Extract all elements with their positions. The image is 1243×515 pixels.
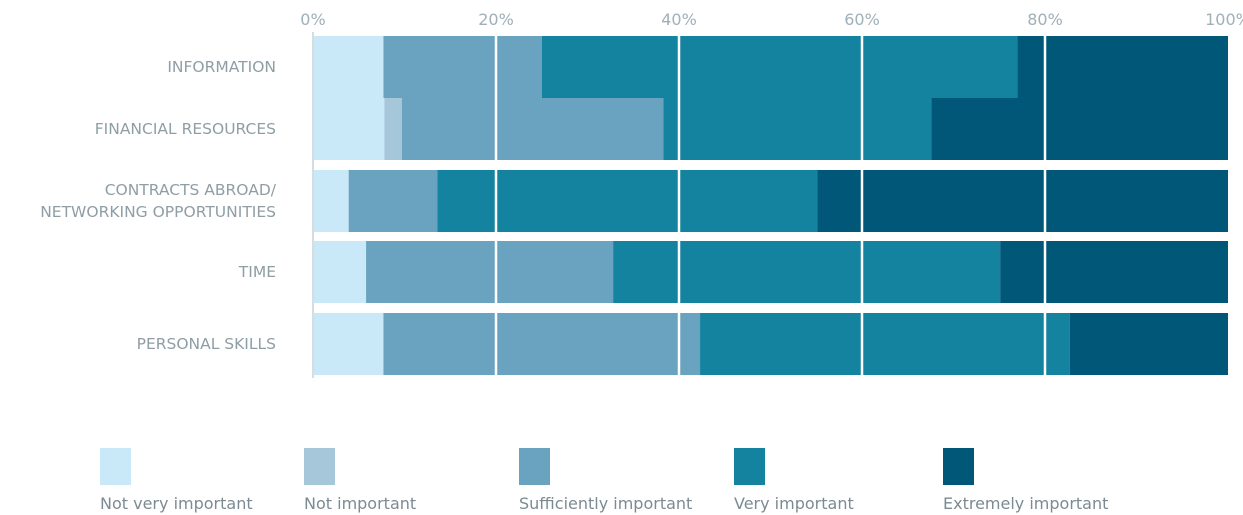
x-axis: 0% 20% 40% 60% 80% 100% — [300, 10, 1243, 378]
category-label: PERSONAL SKILLS — [137, 335, 276, 353]
legend-label: Very important — [734, 494, 854, 513]
bar-segment — [700, 313, 1070, 375]
bar-segment — [348, 170, 438, 232]
x-tick-label: 20% — [478, 10, 514, 29]
legend-label: Not important — [304, 494, 416, 513]
bars — [313, 36, 1228, 375]
category-label: INFORMATION — [167, 58, 276, 76]
bar-segment — [437, 170, 818, 232]
legend-label: Extremely important — [943, 494, 1108, 513]
bar-segment — [383, 36, 542, 98]
x-tick-label: 100% — [1205, 10, 1243, 29]
bar-segment — [1000, 241, 1228, 303]
bar-segment — [313, 313, 384, 375]
bar-segment — [663, 98, 932, 160]
bar-segment — [313, 241, 367, 303]
legend-swatch — [304, 448, 335, 485]
category-label: NETWORKING OPPORTUNITIES — [40, 203, 276, 221]
bar-segment — [817, 170, 1228, 232]
x-tick-label: 80% — [1027, 10, 1063, 29]
category-labels: INFORMATION FINANCIAL RESOURCES CONTRACTS … — [40, 58, 277, 353]
legend-swatch — [734, 448, 765, 485]
category-label: FINANCIAL RESOURCES — [95, 120, 276, 138]
bar-segment — [313, 36, 384, 98]
gridlines — [494, 32, 1047, 378]
legend-swatch — [100, 448, 131, 485]
bar-segment — [1069, 313, 1228, 375]
x-tick-label: 40% — [661, 10, 697, 29]
bar-segment — [313, 98, 385, 160]
bar-segment — [384, 98, 402, 160]
bar-segment — [366, 241, 614, 303]
x-tick-label: 60% — [844, 10, 880, 29]
bar-segment — [613, 241, 1001, 303]
bar-segment — [401, 98, 664, 160]
bar-segment — [541, 36, 1018, 98]
legend: Not very important Not important Sufficien… — [100, 448, 1108, 513]
bar-segment — [1017, 36, 1228, 98]
bar-segment — [383, 313, 701, 375]
legend-swatch — [943, 448, 974, 485]
category-label: TIME — [238, 263, 276, 281]
bar-segment — [313, 170, 349, 232]
category-label: CONTRACTS ABROAD/ — [105, 181, 277, 199]
bar-segment — [931, 98, 1228, 160]
legend-label: Sufficiently important — [519, 494, 692, 513]
x-tick-label: 0% — [300, 10, 325, 29]
legend-swatch — [519, 448, 550, 485]
legend-label: Not very important — [100, 494, 253, 513]
